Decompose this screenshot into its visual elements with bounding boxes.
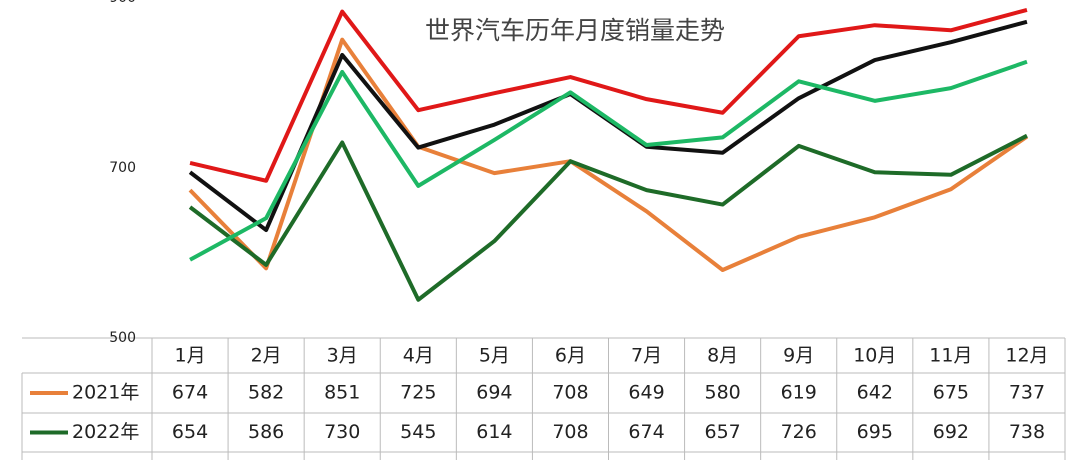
table-value: 586 (248, 421, 284, 443)
table-value: 582 (248, 382, 284, 404)
table-value: 730 (324, 421, 360, 443)
table-value: 851 (324, 382, 360, 404)
table-value: 654 (172, 421, 208, 443)
x-tick-label: 9月 (783, 345, 814, 367)
series-line (188, 133, 1028, 302)
y-tick-label: 500 (109, 330, 136, 346)
series-line (189, 59, 1028, 262)
x-tick-label: 1月 (174, 345, 205, 367)
table-value: 657 (704, 421, 740, 443)
table-value: 642 (857, 382, 893, 404)
table-value: 738 (1009, 421, 1045, 443)
y-tick-label: 700 (109, 160, 136, 176)
chart-title: 世界汽车历年月度销量走势 (425, 16, 725, 45)
table-value: 649 (628, 382, 664, 404)
table-value: 674 (628, 421, 664, 443)
table-value: 708 (552, 382, 588, 404)
table-value: 674 (172, 382, 208, 404)
table-value: 580 (704, 382, 740, 404)
table-value: 725 (400, 382, 436, 404)
table-value: 614 (476, 421, 512, 443)
table-value: 692 (933, 421, 969, 443)
series-line (188, 37, 1029, 272)
table-value: 619 (781, 382, 817, 404)
table-value: 675 (933, 382, 969, 404)
legend-label: 2022年 (72, 421, 139, 443)
series-line (189, 7, 1028, 183)
x-tick-label: 7月 (631, 345, 662, 367)
x-tick-label: 11月 (929, 345, 972, 367)
x-tick-label: 4月 (403, 345, 434, 367)
x-tick-label: 10月 (853, 345, 896, 367)
x-tick-label: 8月 (707, 345, 738, 367)
table-value: 545 (400, 421, 436, 443)
x-tick-label: 6月 (555, 345, 586, 367)
table-value: 737 (1009, 382, 1045, 404)
table-value: 695 (857, 421, 893, 443)
x-tick-label: 2月 (251, 345, 282, 367)
table-value: 694 (476, 382, 512, 404)
table-value: 726 (781, 421, 817, 443)
x-tick-label: 5月 (479, 345, 510, 367)
x-tick-label: 3月 (327, 345, 358, 367)
table-value: 708 (552, 421, 588, 443)
x-tick-label: 12月 (1005, 345, 1048, 367)
legend-label: 2021年 (72, 382, 139, 404)
y-tick-label: 900 (109, 0, 136, 6)
